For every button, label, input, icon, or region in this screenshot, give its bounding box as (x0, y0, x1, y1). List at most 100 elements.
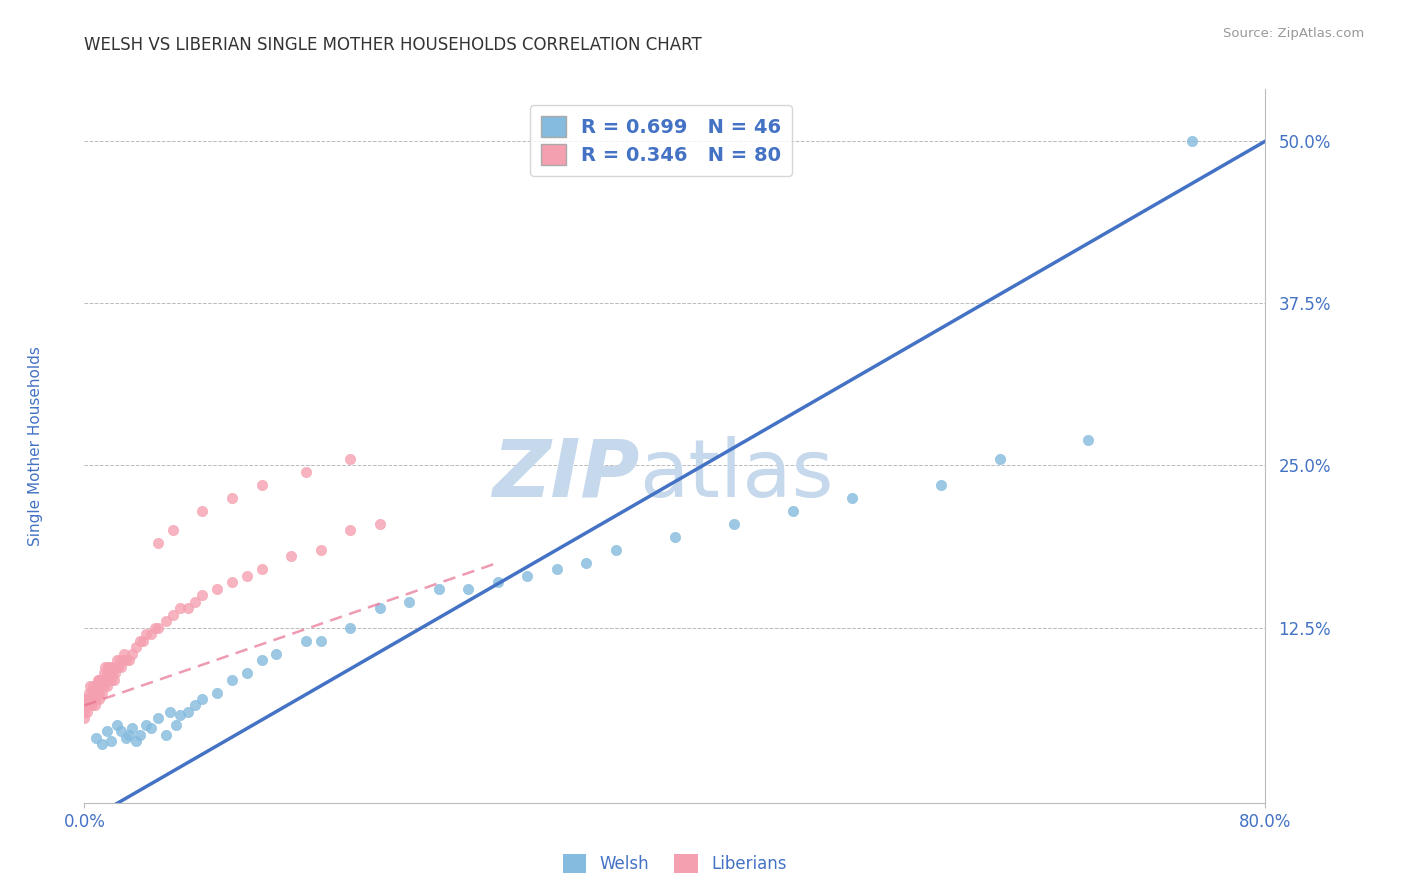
Point (118, 728, 141, 742)
Point (73, 711, 96, 725)
Point (295, 633, 318, 648)
Point (100, 733, 122, 747)
Point (162, 524, 184, 538)
Point (235, 666, 259, 681)
Point (148, 536, 170, 550)
Point (80, 685, 103, 699)
Point (105, 659, 128, 673)
Point (155, 614, 177, 628)
Point (250, 478, 273, 492)
Point (339, 621, 361, 635)
Point (427, 582, 450, 596)
Point (221, 575, 243, 590)
Point (87, 673, 111, 687)
Point (165, 718, 187, 732)
Point (132, 633, 155, 648)
Point (546, 562, 568, 576)
Point (110, 724, 132, 739)
Text: ZIP: ZIP (492, 435, 640, 514)
Point (264, 647, 288, 661)
Point (184, 698, 207, 713)
Text: Single Mother Households: Single Mother Households (28, 346, 42, 546)
Point (73, 705, 96, 719)
Point (162, 607, 184, 622)
Point (177, 705, 200, 719)
Point (86, 685, 108, 699)
Point (94, 659, 117, 673)
Point (83, 685, 105, 699)
Point (368, 516, 391, 531)
Point (235, 568, 259, 582)
Point (77, 698, 100, 713)
Point (309, 542, 332, 557)
Point (125, 733, 148, 747)
Point (295, 465, 318, 479)
Point (118, 653, 141, 667)
Point (929, 478, 952, 492)
Text: atlas: atlas (640, 435, 834, 514)
Point (114, 653, 136, 667)
Point (94, 673, 117, 687)
Point (79, 679, 101, 693)
Point (79, 692, 101, 706)
Legend: Welsh, Liberians: Welsh, Liberians (557, 847, 793, 880)
Point (398, 595, 420, 609)
Point (96, 679, 118, 693)
Point (1180, 134, 1202, 148)
Point (91, 673, 114, 687)
Point (105, 653, 128, 667)
Point (104, 666, 127, 681)
Point (184, 595, 207, 609)
Point (112, 647, 135, 661)
Point (86, 673, 108, 687)
Point (96, 724, 118, 739)
Point (103, 659, 125, 673)
Point (309, 633, 332, 648)
Point (100, 659, 122, 673)
Point (103, 673, 125, 687)
Point (73, 698, 96, 713)
Point (486, 575, 509, 590)
Point (841, 491, 863, 505)
Point (83, 698, 105, 713)
Point (143, 621, 166, 635)
Point (221, 491, 243, 505)
Point (76, 705, 98, 719)
Point (457, 582, 479, 596)
Point (250, 653, 273, 667)
Point (121, 721, 143, 735)
Point (91, 738, 114, 752)
Point (91, 685, 114, 699)
Point (205, 582, 228, 596)
Point (605, 542, 627, 557)
Point (87, 685, 111, 699)
Point (84, 679, 107, 693)
Point (97, 673, 120, 687)
Point (135, 718, 157, 732)
Point (76, 692, 98, 706)
Point (575, 556, 598, 570)
Point (82, 692, 104, 706)
Point (191, 504, 214, 518)
Point (97, 659, 120, 673)
Point (368, 601, 391, 615)
Point (129, 728, 152, 742)
Point (111, 653, 134, 667)
Point (782, 504, 804, 518)
Point (205, 685, 228, 699)
Point (135, 627, 157, 641)
Point (139, 627, 162, 641)
Point (169, 707, 191, 722)
Point (221, 673, 243, 687)
Point (82, 679, 104, 693)
Point (339, 524, 361, 538)
Point (96, 666, 118, 681)
Point (988, 452, 1011, 467)
Point (114, 731, 136, 745)
Point (87, 692, 111, 706)
Point (101, 666, 124, 681)
Point (100, 673, 122, 687)
Point (105, 718, 128, 732)
Point (148, 711, 170, 725)
Point (664, 530, 686, 544)
